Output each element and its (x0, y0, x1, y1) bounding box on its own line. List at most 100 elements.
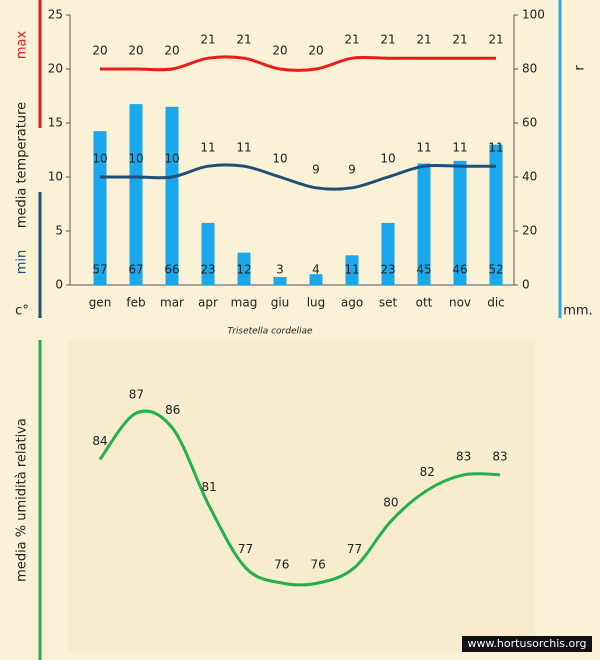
bar (453, 160, 467, 285)
data-label: 10 (92, 152, 107, 166)
y-label-unit: c° (15, 304, 29, 319)
bar (489, 144, 503, 285)
data-label: 87 (129, 388, 144, 402)
y2-tick-label: 60 (522, 116, 537, 130)
x-tick-label: lug (307, 296, 326, 310)
bar (93, 131, 107, 285)
data-label: 10 (128, 152, 143, 166)
data-label: 11 (416, 141, 431, 155)
y2-tick-label: 20 (522, 224, 537, 238)
data-label: 80 (383, 496, 398, 510)
data-label: 12 (236, 263, 251, 277)
data-label: 21 (200, 33, 215, 47)
x-tick-label: gen (89, 296, 112, 310)
data-label: 21 (380, 33, 395, 47)
data-label: 11 (452, 141, 467, 155)
x-tick-label: ott (416, 296, 433, 310)
line (99, 163, 496, 191)
bar (345, 255, 359, 285)
line (100, 55, 496, 72)
data-label: 9 (312, 162, 320, 176)
bar (165, 106, 179, 285)
data-label: 83 (456, 449, 471, 463)
data-label: 20 (272, 44, 287, 58)
data-label: 10 (380, 152, 395, 166)
y2-tick-label: 0 (522, 278, 530, 292)
y-label-min: min (15, 250, 30, 275)
data-label: 20 (308, 44, 323, 58)
x-tick-label: dic (487, 296, 505, 310)
x-tick-label: nov (449, 296, 471, 310)
data-label: 77 (347, 542, 362, 556)
y-label-humidity: media % umidità relativa (15, 418, 30, 582)
bar (309, 274, 323, 285)
chart-title: Trisetella cordeliae (227, 327, 313, 337)
y2-tick-label: 80 (522, 62, 537, 76)
y-label: media temperature (15, 102, 30, 228)
data-label: 21 (236, 33, 251, 47)
data-label: 21 (416, 33, 431, 47)
y-tick-label: 10 (48, 170, 63, 184)
data-label: 20 (164, 44, 179, 58)
x-tick-label: set (379, 296, 398, 310)
data-label: 52 (488, 263, 503, 277)
data-label: 82 (420, 465, 435, 479)
data-label: 46 (452, 263, 467, 277)
data-label: 23 (380, 263, 395, 277)
y2-label-unit: mm. (563, 304, 592, 319)
data-label: 21 (452, 33, 467, 47)
y-tick-label: 25 (48, 8, 63, 22)
data-label: 20 (92, 44, 107, 58)
data-label: 4 (312, 263, 320, 277)
bar (381, 222, 395, 285)
bar (201, 222, 215, 285)
y-tick-label: 15 (48, 116, 63, 130)
data-label: 76 (274, 558, 289, 572)
bar (237, 252, 251, 285)
data-label: 57 (92, 263, 107, 277)
data-label: 83 (492, 449, 507, 463)
x-tick-label: giu (271, 296, 290, 310)
data-label: 9 (348, 162, 356, 176)
watermark: www.hortusorchis.org (467, 637, 586, 650)
x-tick-label: ago (341, 296, 363, 310)
y2-tick-label: 100 (522, 8, 545, 22)
data-label: 21 (344, 33, 359, 47)
x-tick-label: apr (198, 296, 218, 310)
data-label: 67 (128, 263, 143, 277)
bar (273, 276, 287, 285)
y2-tick-label: 40 (522, 170, 537, 184)
data-label: 23 (200, 263, 215, 277)
y-tick-label: 0 (55, 278, 63, 292)
data-label: 81 (201, 480, 216, 494)
data-label: 21 (488, 33, 503, 47)
x-tick-label: mag (231, 296, 258, 310)
data-label: 20 (128, 44, 143, 58)
data-label: 10 (164, 152, 179, 166)
data-label: 45 (416, 263, 431, 277)
y-tick-label: 5 (55, 224, 63, 238)
data-label: 77 (238, 542, 253, 556)
x-tick-label: feb (126, 296, 145, 310)
watermark-box (462, 636, 592, 652)
data-label: 86 (165, 403, 180, 417)
data-label: 3 (276, 263, 284, 277)
data-label: 11 (488, 141, 503, 155)
data-label: 76 (311, 558, 326, 572)
data-label: 66 (164, 263, 179, 277)
y-tick-label: 20 (48, 62, 63, 76)
y2-label: r (573, 65, 588, 71)
data-label: 84 (92, 434, 107, 448)
line (98, 409, 501, 587)
plot-background (68, 340, 535, 652)
data-label: 11 (344, 263, 359, 277)
data-label: 10 (272, 152, 287, 166)
data-label: 11 (236, 141, 251, 155)
bar (417, 163, 431, 285)
y-label-max: max (15, 31, 30, 60)
bar (129, 104, 143, 285)
data-label: 11 (200, 141, 215, 155)
x-tick-label: mar (160, 296, 184, 310)
